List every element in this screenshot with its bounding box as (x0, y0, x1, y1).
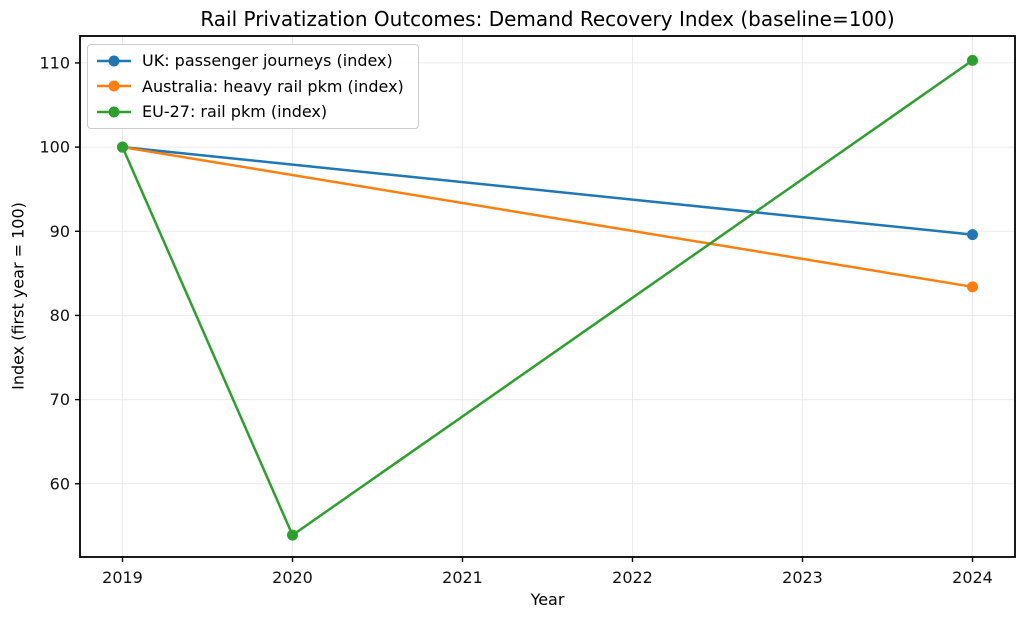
x-tick-label: 2020 (272, 568, 313, 587)
y-tick-label: 60 (50, 474, 70, 493)
x-tick-label: 2019 (102, 568, 143, 587)
legend-item: Australia: heavy rail pkm (index) (95, 74, 404, 100)
data-point-marker (117, 141, 128, 153)
legend-key-icon (97, 55, 131, 67)
y-tick-label: 100 (39, 138, 70, 157)
data-point-marker (287, 529, 298, 541)
legend-key-icon (97, 80, 131, 92)
data-point-marker (967, 54, 978, 66)
y-tick-label: 110 (39, 53, 70, 72)
legend-item: UK: passenger journeys (index) (95, 48, 404, 74)
x-tick-label: 2021 (442, 568, 483, 587)
chart-title: Rail Privatization Outcomes: Demand Reco… (200, 7, 895, 31)
x-axis-label: Year (530, 590, 565, 609)
y-axis-label: Index (first year = 100) (8, 202, 28, 390)
legend-key-icon (97, 106, 131, 118)
legend-label: Australia: heavy rail pkm (index) (142, 76, 404, 96)
y-tick-label: 90 (50, 222, 70, 241)
x-tick-label: 2024 (952, 568, 993, 587)
y-tick-label: 80 (50, 306, 70, 325)
legend: UK: passenger journeys (index) Australia:… (87, 44, 419, 129)
series-line (121, 59, 974, 538)
x-tick-label: 2023 (782, 568, 823, 587)
x-tick-label: 2022 (612, 568, 653, 587)
plot-border (79, 35, 1016, 558)
legend-label: EU-27: rail pkm (index) (142, 102, 328, 122)
series-line (121, 145, 974, 289)
y-tick-label: 70 (50, 390, 70, 409)
series-line (121, 145, 974, 236)
data-point-marker (967, 229, 978, 241)
legend-item: EU-27: rail pkm (index) (95, 99, 404, 125)
data-point-marker (967, 281, 978, 293)
legend-label: UK: passenger journeys (index) (142, 51, 393, 71)
